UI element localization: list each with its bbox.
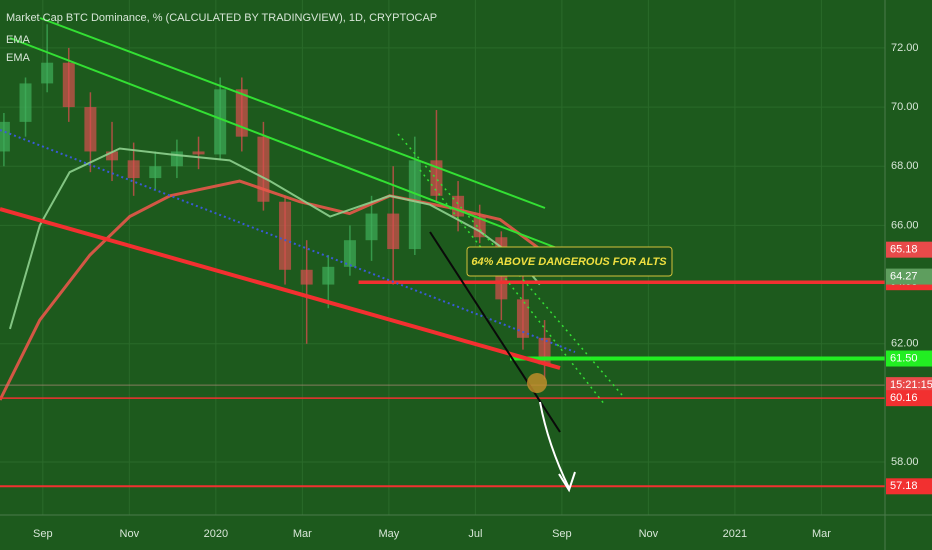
candle-body [257,136,270,202]
trend-line [39,17,546,209]
candle-body [387,213,400,250]
candle-body [149,166,162,179]
candle-body [0,121,10,152]
y-tick-label: 66.00 [891,219,919,231]
x-tick-label: 2021 [723,528,747,540]
x-tick-label: May [378,528,399,540]
level-label: 57.18 [890,480,918,492]
candle-body [408,160,421,250]
trend-line [429,231,561,433]
candle-body [214,89,227,155]
y-tick-label: 70.00 [891,101,919,113]
marker [527,373,547,393]
level-label-bg [886,478,932,495]
y-tick-label: 68.00 [891,160,919,172]
trend-line [9,37,563,251]
level-label: 61.50 [890,352,918,364]
candle-body [106,151,119,161]
y-tick-label: 58.00 [891,456,919,468]
arrow-head [558,471,576,493]
candle-body [62,62,75,108]
y-tick-label: 72.00 [891,42,919,54]
x-tick-label: 2020 [204,528,228,540]
price-badge-bg [886,268,932,285]
candle-body [127,160,140,179]
candle-body [19,83,32,122]
annotation-box [466,246,673,277]
candle-body [192,151,205,155]
indicator-label: EMA [6,34,31,46]
countdown-label: 15:21:15 [890,379,932,391]
x-tick-label: Sep [552,528,572,540]
indicator-label: EMA [6,52,31,64]
candle-body [516,299,529,338]
candle-body [41,62,54,84]
price-badge: 64.27 [890,270,918,282]
candle-body [343,240,356,267]
price-badge-bg [886,241,932,258]
level-label: 60.16 [890,392,918,404]
ema-line [8,147,541,330]
x-tick-label: Nov [639,528,659,540]
countdown-label-bg [886,377,932,394]
candle-body [279,201,292,270]
candle-body [170,151,183,167]
level-label-bg [886,390,932,407]
arrow [539,401,570,489]
candle-body [84,107,97,152]
trend-line [419,169,606,406]
x-tick-label: Sep [33,528,53,540]
drawings: 64% ABOVE DANGEROUS FOR ALTS [0,17,673,493]
candle-body [300,269,313,285]
x-tick-label: Jul [468,528,482,540]
trend-line [0,207,561,370]
candle-body [473,216,486,238]
level-label-bg [886,350,932,367]
chart-title: Market Cap BTC Dominance, % (CALCULATED … [6,12,437,24]
price-badge: 65.18 [890,244,918,256]
candle-body [322,266,335,285]
y-tick-label: 62.00 [891,338,919,350]
x-tick-label: Mar [293,528,312,540]
candle-body [365,213,378,241]
x-tick-label: Nov [120,528,140,540]
x-tick-label: Mar [812,528,831,540]
annotation: 64% ABOVE DANGEROUS FOR ALTS [471,256,667,268]
